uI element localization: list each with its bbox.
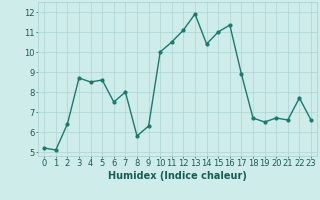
X-axis label: Humidex (Indice chaleur): Humidex (Indice chaleur) — [108, 171, 247, 181]
